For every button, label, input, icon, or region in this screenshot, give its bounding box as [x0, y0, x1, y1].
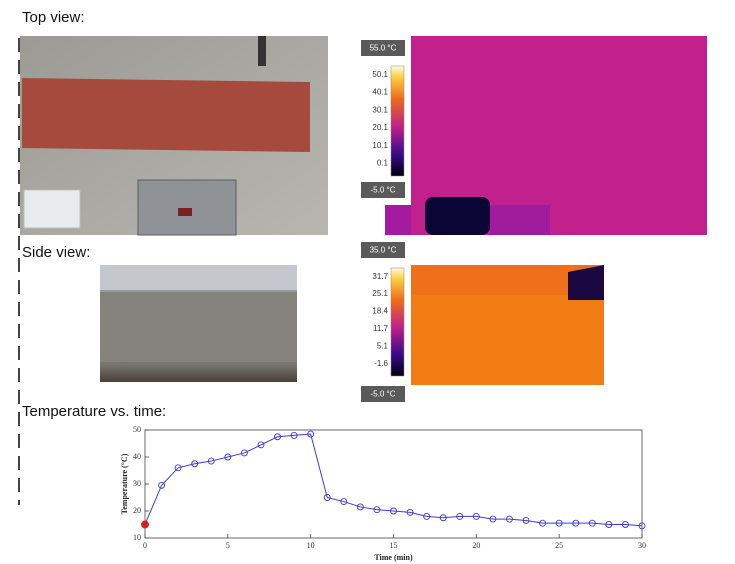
colorbar-tick-label: 18.4	[372, 307, 388, 316]
colorbar-tick-label: 50.1	[372, 70, 388, 79]
x-tick-label: 10	[307, 541, 315, 550]
top-thermal-image	[385, 36, 707, 235]
colorbar-tick-label: 0.1	[377, 159, 389, 168]
y-tick-label: 20	[133, 506, 141, 515]
colorbar-tick-label: -1.6	[374, 359, 388, 368]
plot-frame	[145, 430, 642, 538]
section-label: Side view:	[22, 244, 90, 261]
colorbar-tick-label: 10.1	[372, 141, 388, 150]
x-tick-label: 15	[390, 541, 398, 550]
figure: Top view: Side view: Temperature vs. tim…	[0, 0, 735, 564]
side-photo	[100, 265, 297, 382]
x-tick-label: 5	[226, 541, 230, 550]
colorbar-tick-label: 11.7	[373, 324, 389, 333]
y-axis-label: Temperature (°C)	[120, 453, 129, 514]
colorbar-tick-label: 5.1	[377, 341, 389, 350]
colorbar	[391, 268, 404, 376]
y-tick-label: 50	[133, 425, 141, 434]
y-tick-label: 30	[133, 479, 141, 488]
colorbar-min-label: -5.0 °C	[371, 390, 396, 399]
colorbar-tick-label: 31.7	[372, 272, 388, 281]
x-tick-label: 0	[143, 541, 147, 550]
x-tick-label: 30	[638, 541, 646, 550]
top-photo	[20, 36, 328, 235]
colorbar-tick-label: 25.1	[372, 289, 388, 298]
section-label: Top view:	[22, 9, 85, 26]
colorbar-tick-label: 30.1	[372, 105, 388, 114]
colorbar-min-label: -5.0 °C	[371, 186, 396, 195]
colorbar	[391, 66, 404, 176]
x-tick-label: 25	[555, 541, 563, 550]
start-marker	[142, 521, 149, 528]
x-axis-label: Time (min)	[374, 553, 413, 562]
y-tick-label: 10	[133, 533, 141, 542]
colorbar-max-label: 35.0 °C	[370, 246, 397, 255]
side-thermal-image	[411, 265, 604, 385]
colorbar-tick-label: 20.1	[372, 123, 388, 132]
section-label: Temperature vs. time:	[22, 403, 166, 420]
x-tick-label: 20	[472, 541, 480, 550]
y-tick-label: 40	[133, 452, 141, 461]
colorbar-tick-label: 40.1	[372, 88, 388, 97]
colorbar-max-label: 55.0 °C	[370, 44, 397, 53]
